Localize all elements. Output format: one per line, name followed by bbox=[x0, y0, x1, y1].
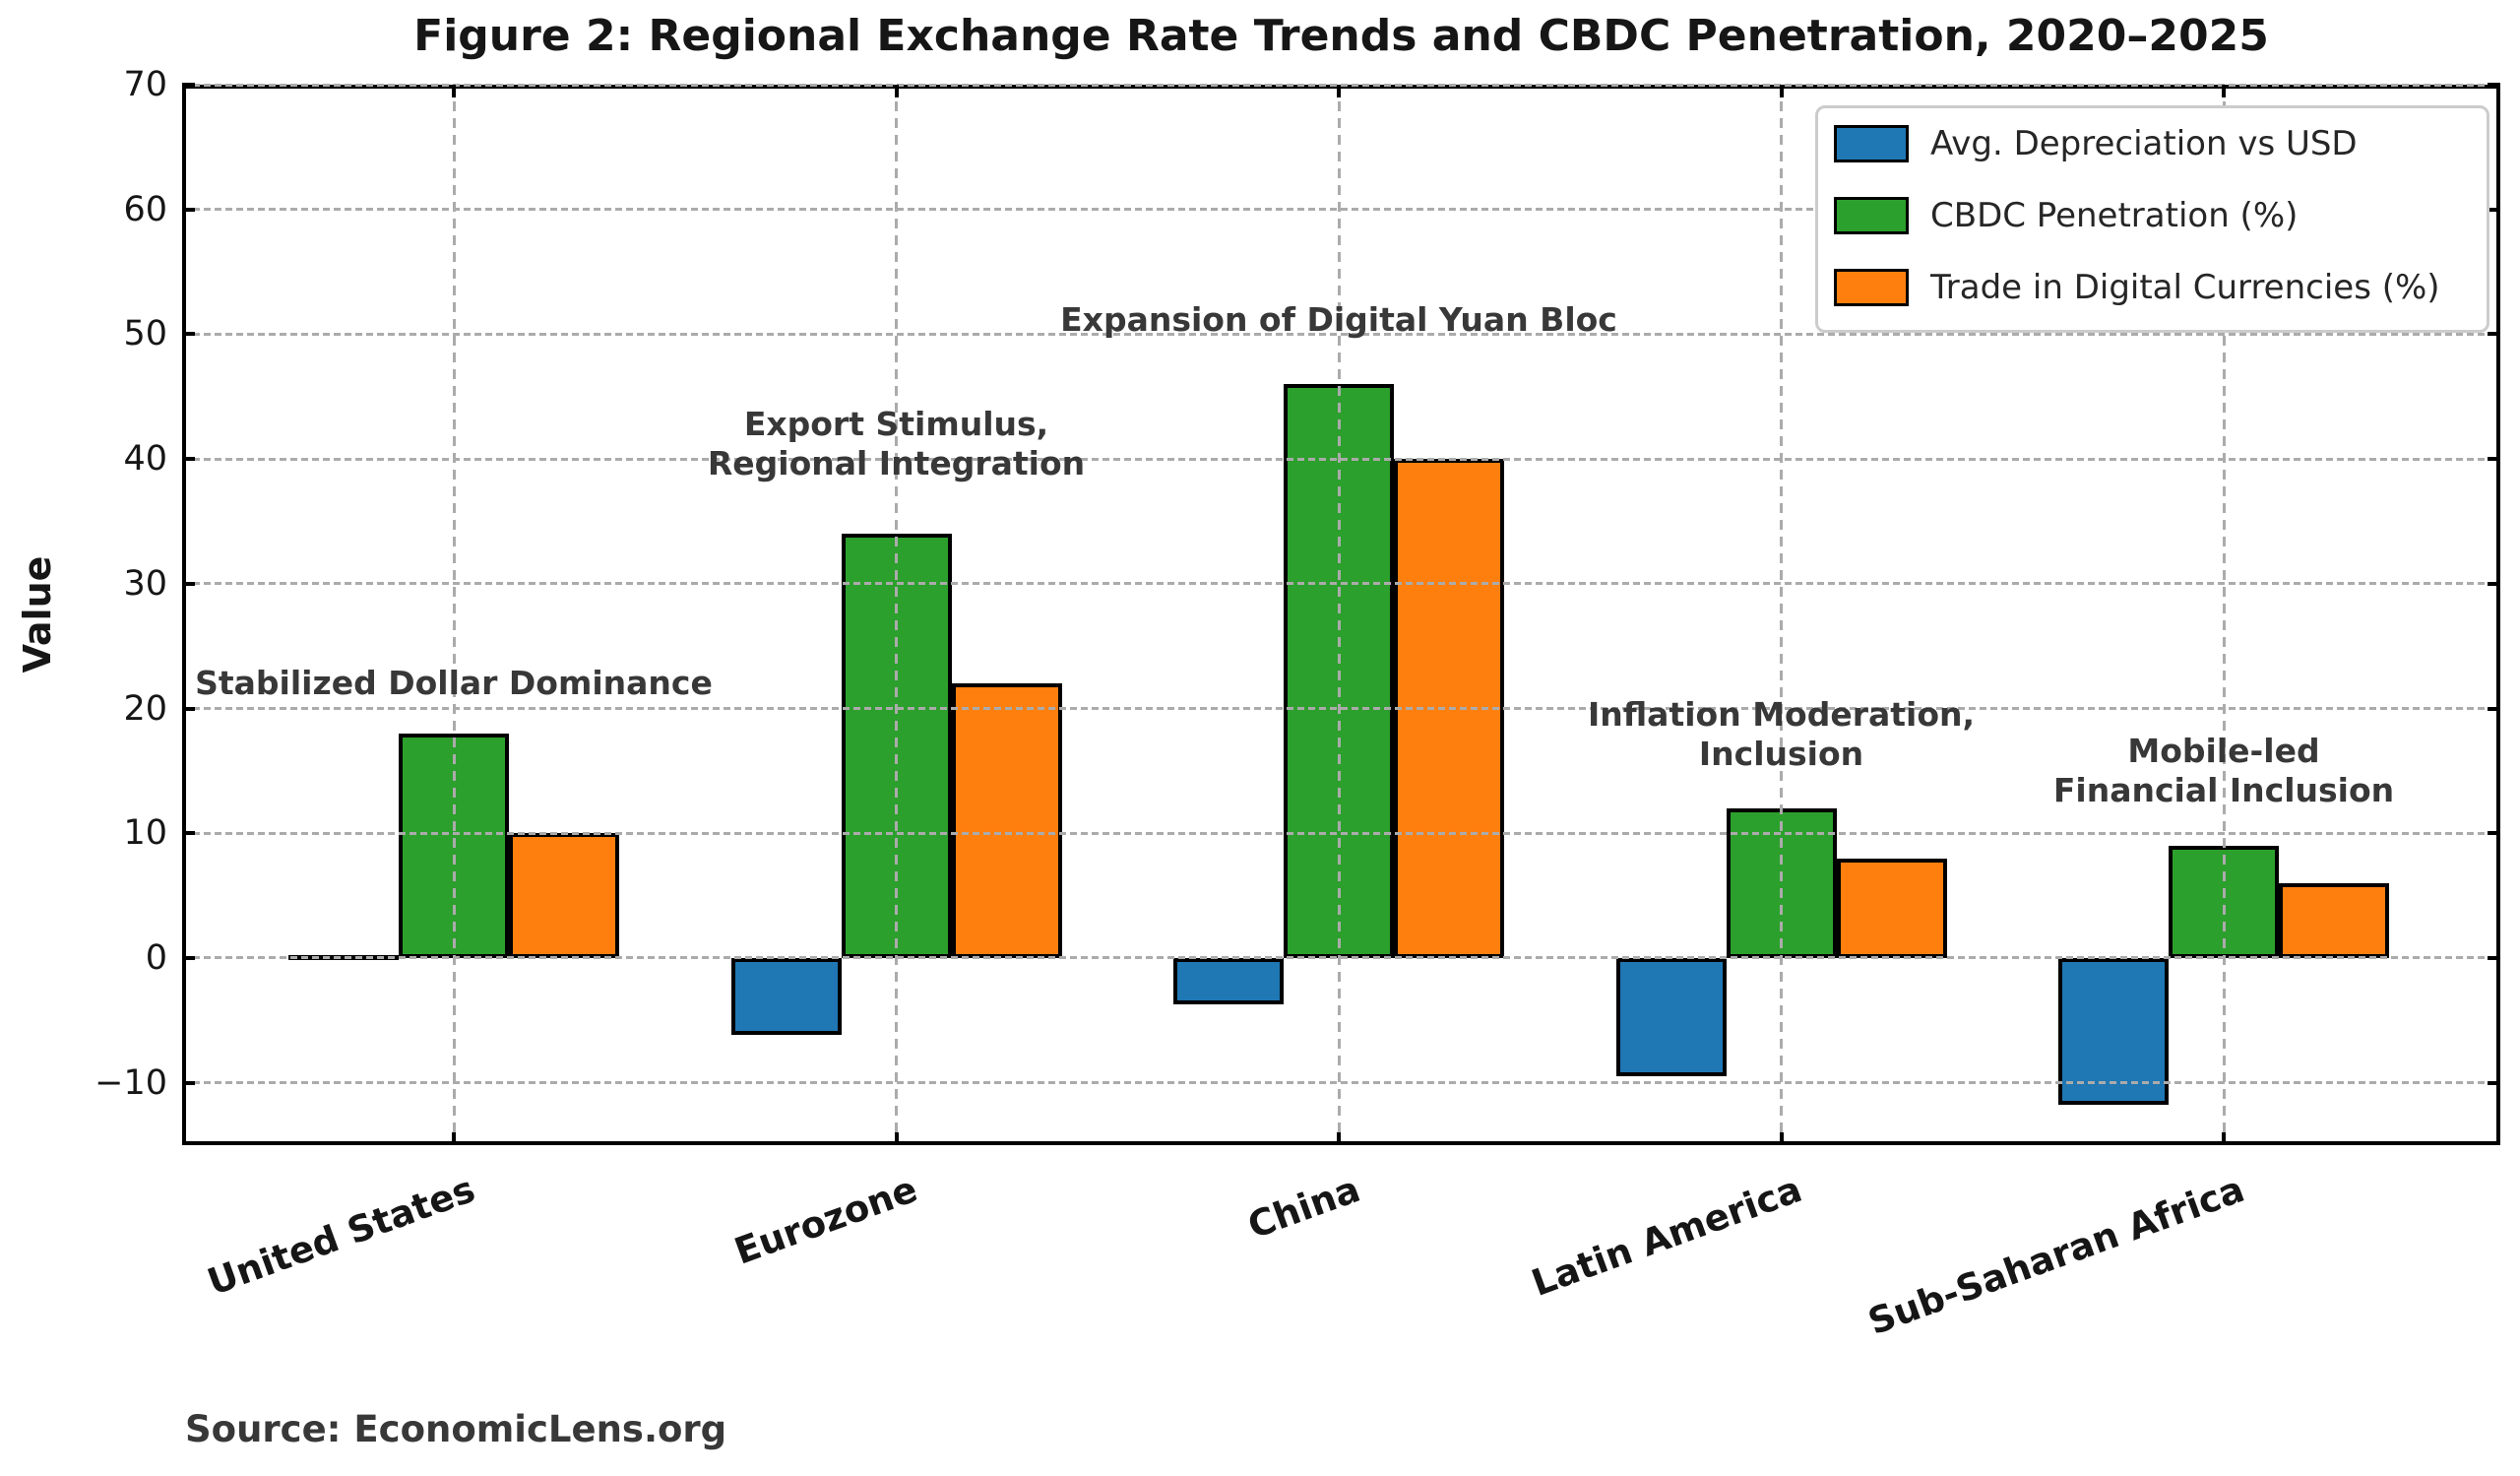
category-label-sub-saharan-africa: Sub-Saharan Africa bbox=[1862, 1168, 2250, 1344]
y-tick-mark-right bbox=[2488, 955, 2500, 960]
gridline-horizontal bbox=[182, 582, 2500, 586]
y-tick-mark bbox=[182, 955, 195, 960]
category-label-china: China bbox=[1241, 1168, 1365, 1248]
gridline-vertical bbox=[2222, 85, 2226, 1145]
legend-item-avg: Avg. Depreciation vs USD bbox=[1818, 121, 2487, 166]
x-tick-mark bbox=[452, 1132, 456, 1145]
y-tick-mark bbox=[182, 457, 195, 462]
gridline-horizontal bbox=[182, 332, 2500, 336]
annotation-line: Mobile-led bbox=[2127, 731, 2320, 770]
gridline-horizontal bbox=[182, 1081, 2500, 1085]
y-tick-label: 40 bbox=[123, 439, 167, 480]
y-tick-mark-right bbox=[2488, 831, 2500, 836]
gridline-vertical bbox=[452, 85, 456, 1145]
legend-item-trade: Trade in Digital Currencies (%) bbox=[1818, 265, 2487, 310]
gridline-horizontal bbox=[182, 208, 2500, 212]
bar-trade-united-states bbox=[509, 833, 619, 958]
y-tick-mark bbox=[182, 332, 195, 337]
annotation-line: Inflation Moderation, bbox=[1587, 695, 1976, 735]
y-tick-label: −10 bbox=[94, 1062, 167, 1103]
y-tick-mark-right bbox=[2488, 706, 2500, 711]
x-tick-mark bbox=[1337, 1132, 1341, 1145]
y-tick-label: 50 bbox=[123, 314, 167, 354]
gridline-horizontal bbox=[182, 83, 2500, 87]
bar-trade-sub-saharan-africa bbox=[2279, 882, 2389, 958]
category-label-eurozone: Eurozone bbox=[728, 1168, 923, 1273]
x-tick-mark-top bbox=[1779, 85, 1784, 97]
y-tick-label: 10 bbox=[123, 813, 167, 854]
chart-title: Figure 2: Regional Exchange Rate Trends … bbox=[413, 11, 2269, 61]
y-tick-mark-right bbox=[2488, 207, 2500, 212]
x-tick-mark-top bbox=[2222, 85, 2226, 97]
y-tick-mark bbox=[182, 207, 195, 212]
plot-area bbox=[182, 85, 2500, 1145]
gridline-horizontal bbox=[182, 956, 2500, 960]
gridline-horizontal bbox=[182, 831, 2500, 835]
y-tick-label: 70 bbox=[123, 65, 167, 104]
annotation-export-stimulus: Export Stimulus, Regional Integration bbox=[708, 405, 1085, 483]
y-tick-mark bbox=[182, 706, 195, 711]
y-tick-mark-right bbox=[2488, 332, 2500, 337]
legend-swatch-icon bbox=[1834, 269, 1909, 306]
y-tick-mark bbox=[182, 581, 195, 586]
gridline-horizontal bbox=[182, 457, 2500, 461]
legend-swatch-icon bbox=[1834, 125, 1909, 162]
y-tick-label: 30 bbox=[123, 563, 167, 604]
legend-swatch-icon bbox=[1834, 197, 1909, 234]
y-tick-mark bbox=[182, 1080, 195, 1085]
category-label-latin-america: Latin America bbox=[1526, 1168, 1808, 1305]
annotation-line: Financial Inclusion bbox=[2052, 770, 2395, 809]
legend-label: Avg. Depreciation vs USD bbox=[1930, 124, 2358, 163]
y-tick-mark-right bbox=[2488, 581, 2500, 586]
source-note: Source: EconomicLens.org bbox=[185, 1408, 727, 1450]
annotation-expansion-of-digital-yuan-bloc: Expansion of Digital Yuan Bloc bbox=[1060, 300, 1617, 340]
annotation-stabilized-dollar-dominance: Stabilized Dollar Dominance bbox=[195, 664, 713, 703]
x-tick-mark bbox=[1779, 1132, 1784, 1145]
bar-trade-eurozone bbox=[951, 683, 1062, 958]
annotation-line: Export Stimulus, bbox=[743, 404, 1049, 443]
x-tick-mark bbox=[2222, 1132, 2226, 1145]
bar-avg-china bbox=[1173, 957, 1284, 1004]
gridline-vertical bbox=[1780, 85, 1783, 1145]
x-tick-mark-top bbox=[1337, 85, 1341, 97]
y-tick-mark-right bbox=[2488, 1080, 2500, 1085]
gridline-vertical bbox=[1337, 85, 1341, 1145]
annotation-line: Expansion of Digital Yuan Bloc bbox=[1060, 300, 1617, 340]
annotation-line: Inclusion bbox=[1698, 735, 1864, 774]
y-tick-mark-right bbox=[2488, 457, 2500, 462]
legend-label: Trade in Digital Currencies (%) bbox=[1930, 268, 2440, 307]
y-tick-mark-right bbox=[2488, 83, 2500, 87]
gridline-vertical bbox=[895, 85, 898, 1145]
bar-trade-latin-america bbox=[1836, 858, 1947, 958]
x-tick-mark-top bbox=[894, 85, 899, 97]
y-tick-label: 20 bbox=[123, 688, 167, 729]
y-tick-label: 0 bbox=[145, 937, 167, 978]
annotation-inflation-moderation: Inflation Moderation, Inclusion bbox=[1588, 695, 1975, 774]
legend-label: CBDC Penetration (%) bbox=[1930, 196, 2299, 235]
y-tick-mark bbox=[182, 831, 195, 836]
legend-item-cbdc: CBDC Penetration (%) bbox=[1818, 193, 2487, 238]
gridline-horizontal bbox=[182, 707, 2500, 711]
annotation-line: Regional Integration bbox=[707, 443, 1086, 482]
bar-avg-sub-saharan-africa bbox=[2058, 957, 2169, 1106]
bar-avg-eurozone bbox=[730, 957, 842, 1036]
x-tick-mark bbox=[894, 1132, 899, 1145]
y-tick-label: 60 bbox=[123, 189, 167, 229]
legend-box: Avg. Depreciation vs USD CBDC Penetration… bbox=[1815, 105, 2489, 333]
bar-avg-latin-america bbox=[1615, 957, 1727, 1077]
y-tick-mark bbox=[182, 83, 195, 87]
category-label-united-states: United States bbox=[201, 1168, 480, 1304]
annotation-line: Stabilized Dollar Dominance bbox=[195, 664, 713, 703]
x-tick-mark-top bbox=[452, 85, 456, 97]
annotation-mobile-led: Mobile-led Financial Inclusion bbox=[2053, 732, 2394, 810]
